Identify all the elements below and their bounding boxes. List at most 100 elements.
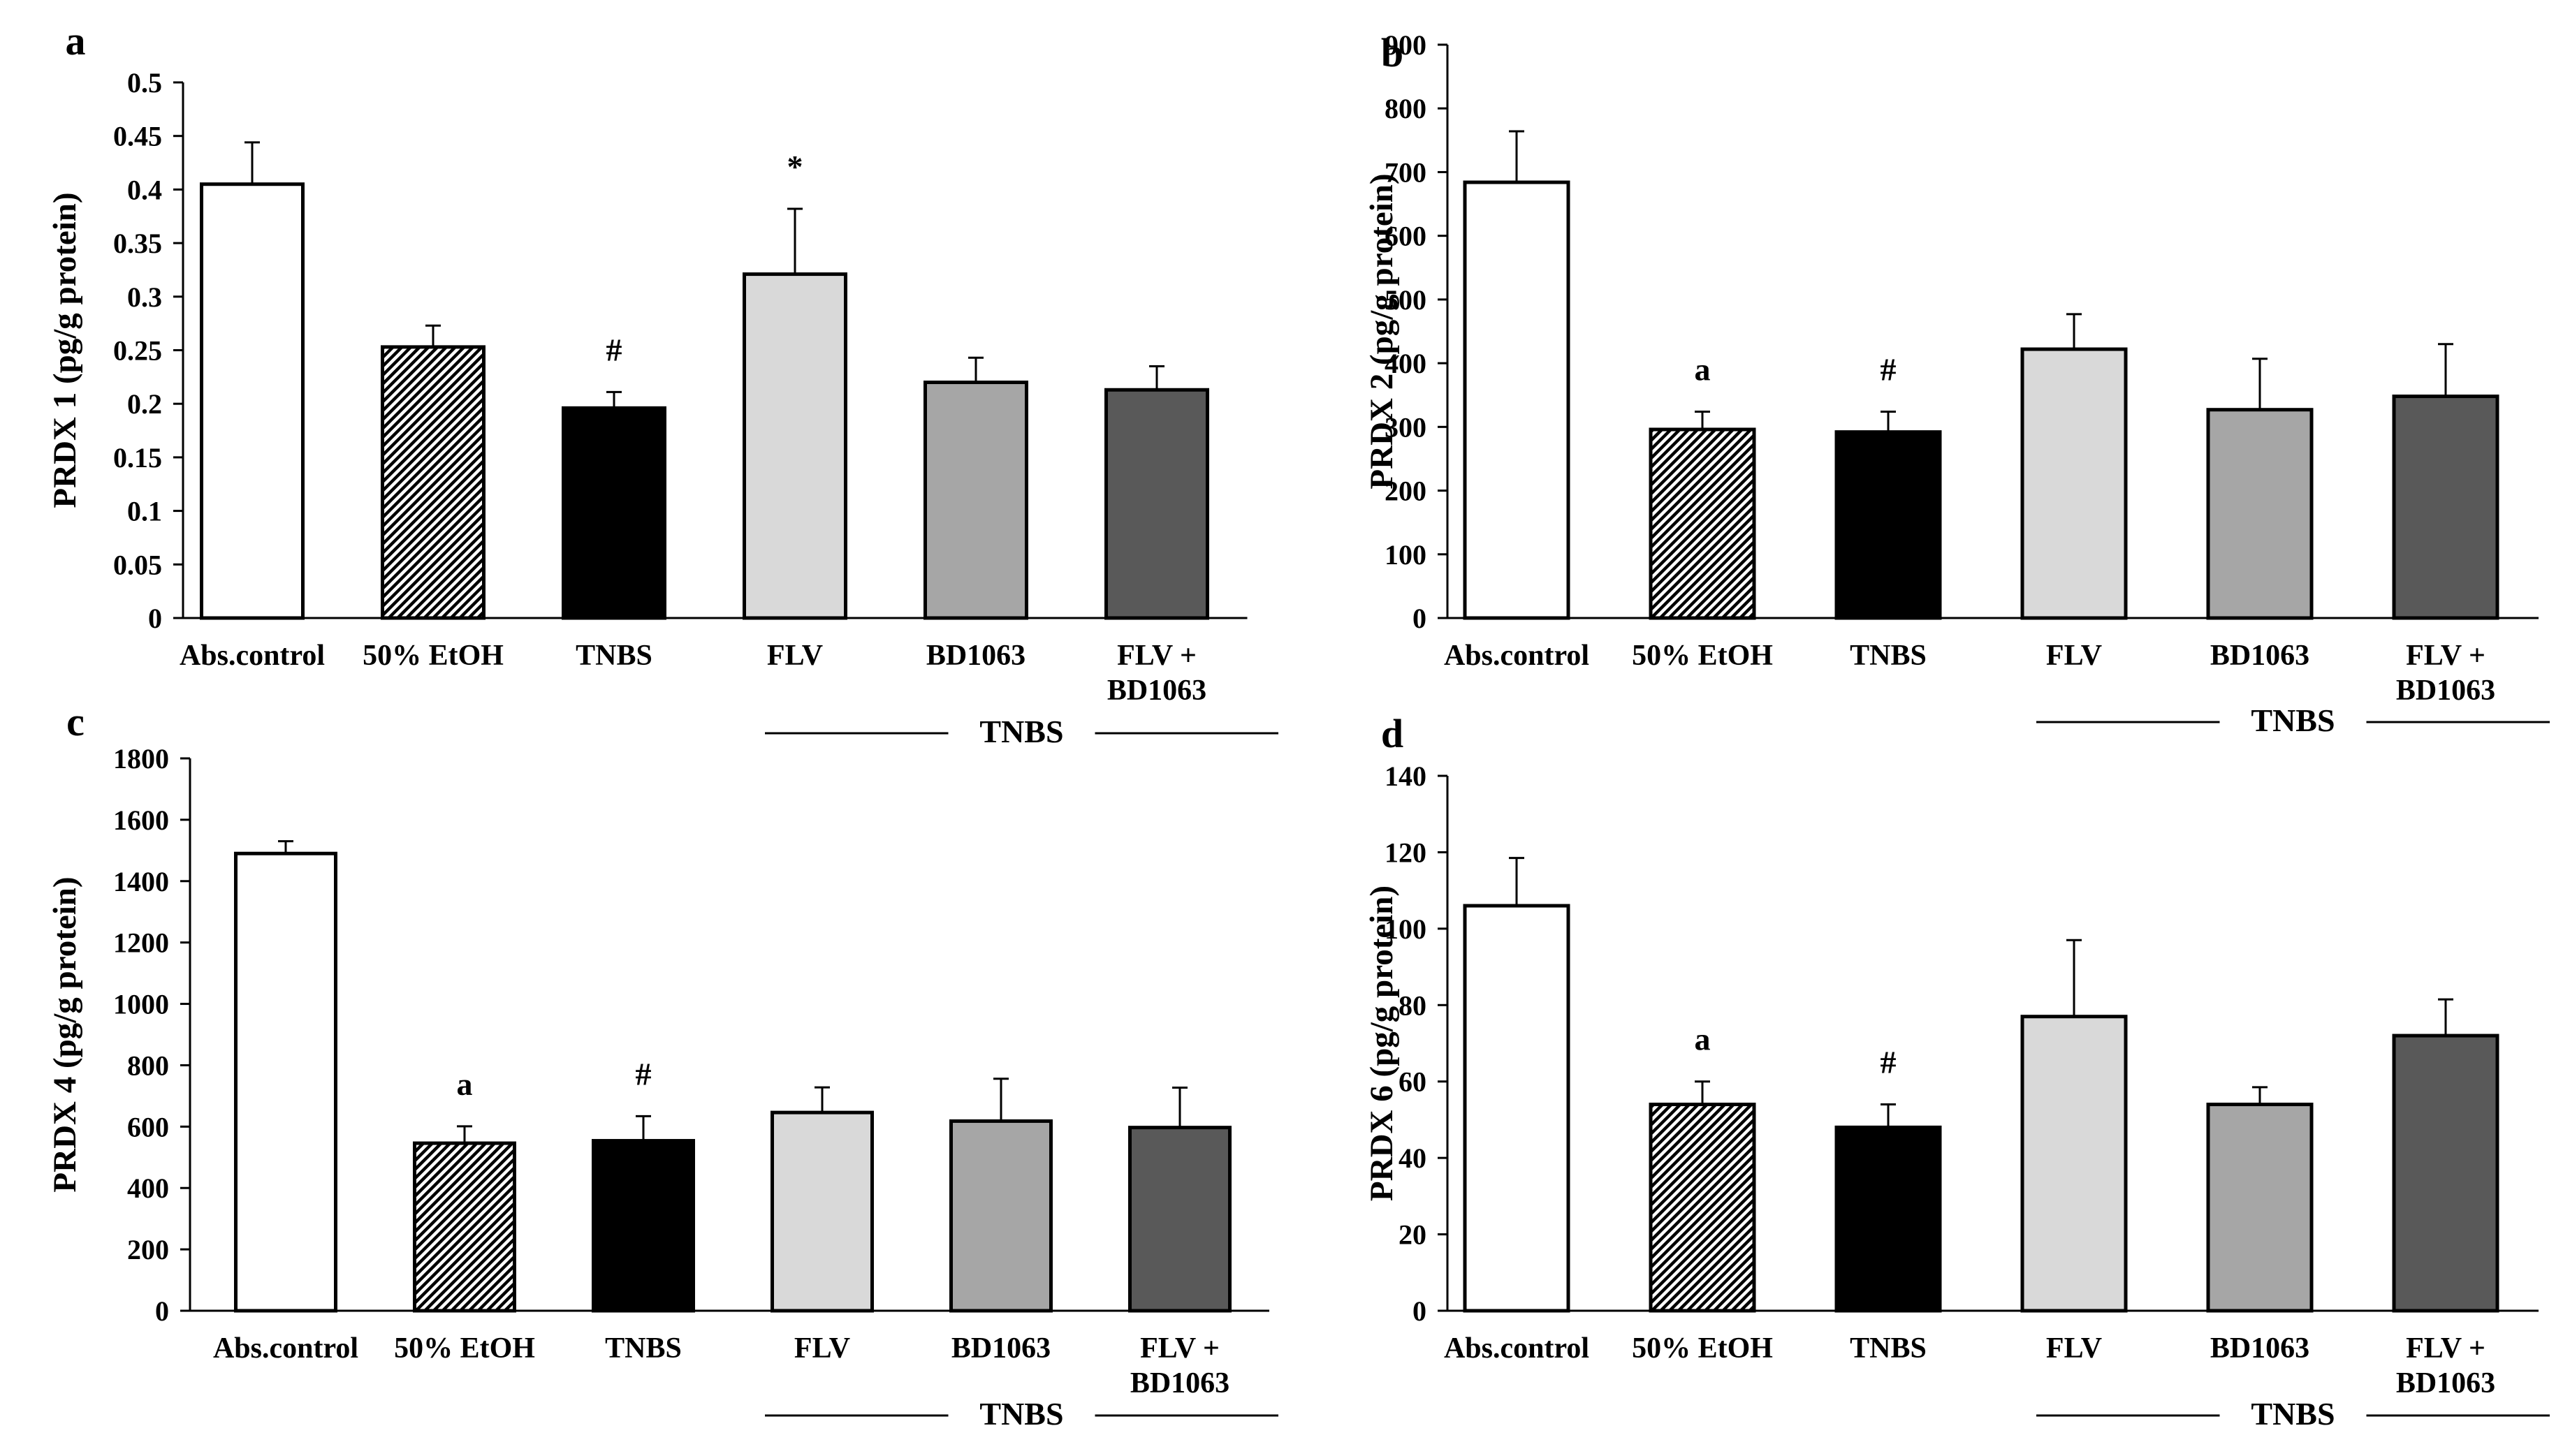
category-label: FLV	[2046, 640, 2102, 672]
panel-b-chart: b 0 100 200 300 400 500 600 700 800 900 PRDX 2 (pg/…	[1364, 29, 2550, 738]
category-label: BD1063	[2210, 1332, 2309, 1365]
panel-d-chart: d 0 20 40 60 80 100 120 140 PRDX 6 (pg/g protein)…	[1364, 711, 2550, 1432]
y-tick-label: 140	[1385, 760, 1426, 792]
y-tick-label: 0	[148, 603, 162, 634]
category-label: TNBS	[1850, 1332, 1927, 1365]
y-axis-title: PRDX 4 (pg/g protein)	[47, 876, 83, 1192]
category-label: FLV + BD1063	[2396, 640, 2495, 707]
y-tick-label: 100	[1385, 539, 1426, 571]
category-label: 50% EtOH	[1632, 1332, 1773, 1365]
y-tick-label: 400	[127, 1172, 169, 1204]
group-label: TNBS	[979, 714, 1063, 749]
bar	[1463, 180, 1570, 620]
category-label: Abs.control	[1444, 1332, 1589, 1365]
category-label: Abs.control	[1444, 640, 1589, 672]
category-label: BD1063	[926, 640, 1025, 672]
bar	[923, 381, 1028, 620]
bar	[592, 1139, 695, 1313]
bar	[2392, 1034, 2499, 1313]
y-tick-label: 0.4	[127, 174, 162, 205]
y-tick-label: 0.5	[127, 67, 162, 98]
category-label: TNBS	[576, 640, 652, 672]
y-tick-label: 1200	[113, 927, 169, 959]
y-tick-label: 40	[1399, 1142, 1426, 1174]
category-label: 50% EtOH	[394, 1332, 535, 1365]
group-label: TNBS	[2251, 1396, 2335, 1432]
significance-mark: #	[636, 1056, 652, 1091]
y-tick-label: 600	[1385, 221, 1426, 252]
bar	[2206, 408, 2314, 620]
bar	[1649, 427, 1756, 620]
y-tick-label: 1000	[113, 989, 169, 1020]
bar	[562, 406, 666, 620]
bar	[949, 1119, 1053, 1313]
category-label: FLV	[767, 640, 823, 672]
significance-mark: a	[1695, 351, 1711, 387]
category-label: BD1063	[951, 1332, 1051, 1365]
y-tick-label: 80	[1399, 990, 1426, 1021]
bar	[2020, 347, 2128, 620]
category-label: TNBS	[605, 1332, 682, 1365]
category-label: FLV	[794, 1332, 850, 1365]
bar	[771, 1110, 874, 1313]
y-tick-label: 100	[1385, 913, 1426, 945]
y-tick-label: 800	[127, 1050, 169, 1081]
bar	[743, 272, 847, 620]
bar	[200, 182, 305, 620]
bar	[413, 1141, 516, 1313]
significance-mark: a	[1695, 1022, 1711, 1057]
y-tick-label: 0	[155, 1295, 169, 1327]
category-label: BD1063	[2210, 640, 2309, 672]
significance-mark: #	[1881, 1045, 1897, 1080]
y-tick-label: 120	[1385, 837, 1426, 868]
y-tick-label: 1800	[113, 743, 169, 774]
y-tick-label: 0.45	[113, 121, 162, 152]
significance-mark: *	[787, 149, 803, 184]
bar	[381, 345, 485, 620]
category-label: Abs.control	[213, 1332, 358, 1365]
bar	[1128, 1126, 1232, 1313]
category-label: TNBS	[1850, 640, 1927, 672]
category-label: FLV + BD1063	[2396, 1332, 2495, 1399]
significance-mark: #	[606, 332, 622, 367]
category-label: FLV + BD1063	[1107, 640, 1206, 707]
y-tick-label: 200	[1385, 476, 1426, 507]
group-label: TNBS	[2251, 703, 2335, 738]
bar	[1834, 1125, 1942, 1313]
y-tick-label: 500	[1385, 284, 1426, 316]
y-tick-label: 0.05	[113, 549, 162, 580]
panel-letter: c	[66, 699, 85, 744]
y-tick-label: 1400	[113, 866, 169, 897]
y-tick-label: 60	[1399, 1066, 1426, 1098]
y-tick-label: 300	[1385, 411, 1426, 443]
panel-letter: b	[1381, 30, 1403, 75]
y-tick-label: 0.25	[113, 335, 162, 367]
category-label: 50% EtOH	[1632, 640, 1773, 672]
y-tick-label: 0	[1412, 1295, 1426, 1327]
bar	[1649, 1103, 1756, 1313]
y-tick-label: 0.3	[127, 281, 162, 313]
y-tick-label: 600	[127, 1111, 169, 1142]
group-label: TNBS	[979, 1396, 1063, 1432]
y-tick-label: 20	[1399, 1219, 1426, 1251]
y-axis-title: PRDX 6 (pg/g protein)	[1364, 885, 1400, 1201]
panel-letter: a	[66, 18, 86, 64]
bar	[2206, 1103, 2314, 1313]
y-axis-title: PRDX 1 (pg/g protein)	[47, 192, 83, 508]
category-label: Abs.control	[180, 640, 325, 672]
y-tick-label: 1600	[113, 804, 169, 836]
y-tick-label: 900	[1385, 29, 1426, 61]
significance-mark: a	[457, 1066, 473, 1102]
y-tick-label: 0	[1412, 603, 1426, 634]
significance-mark: #	[1881, 351, 1897, 387]
bar	[2392, 395, 2499, 620]
category-label: 50% EtOH	[363, 640, 504, 672]
bar	[1104, 388, 1209, 620]
y-tick-label: 0.2	[127, 388, 162, 420]
bar	[234, 851, 337, 1313]
bar	[1834, 430, 1942, 620]
y-tick-label: 0.15	[113, 442, 162, 473]
bar	[2020, 1015, 2128, 1313]
y-tick-label: 400	[1385, 348, 1426, 379]
